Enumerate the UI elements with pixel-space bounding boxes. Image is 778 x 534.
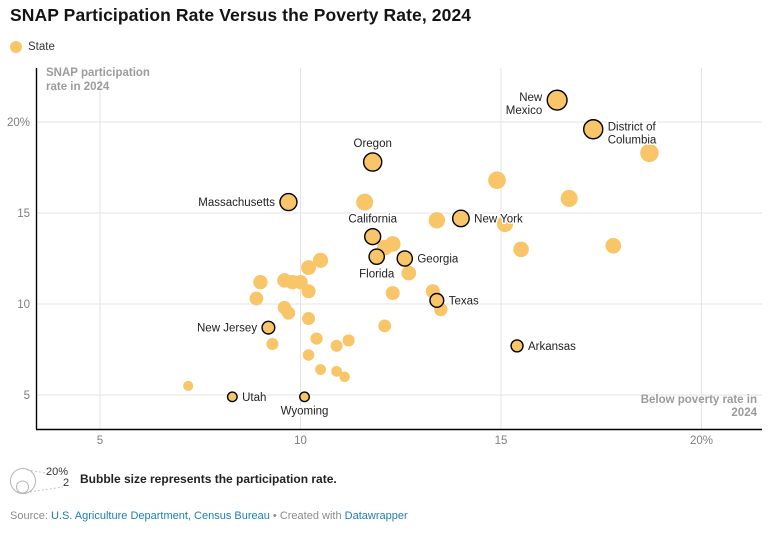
state-label-massachusetts: Massachusetts [198,197,275,209]
state-bubble[interactable] [293,274,308,290]
state-label-arkansas: Arkansas [528,341,576,353]
state-bubble[interactable] [356,193,374,211]
state-bubble[interactable] [560,189,578,207]
state-bubble[interactable] [342,334,355,347]
separator: • [269,510,280,522]
state-bubble[interactable] [640,143,659,163]
state-bubble[interactable] [339,371,350,383]
series-legend-label: State [28,41,55,53]
state-bubble-utah[interactable] [226,391,238,403]
state-bubble[interactable] [253,274,268,290]
state-bubble-new-mexico[interactable] [546,89,568,111]
state-label-texas: Texas [449,295,479,307]
state-bubble-california[interactable] [364,228,382,246]
state-bubble[interactable] [301,312,316,326]
state-bubble-district-of-columbia[interactable] [583,119,604,140]
series-legend: State [10,41,55,53]
state-label-wyoming: Wyoming [281,406,329,418]
state-bubble-texas[interactable] [429,292,445,308]
size-legend-min-label: 2 [63,477,70,489]
size-legend-max-label: 20% [46,466,69,478]
x-axis-title: 2024 [731,407,757,419]
state-bubble-new-jersey[interactable] [261,320,276,335]
state-bubble[interactable] [281,306,296,320]
state-legend-swatch-icon [10,41,22,53]
state-label-oregon: Oregon [354,138,392,150]
y-axis-title: SNAP participation [46,67,150,79]
state-bubble[interactable] [249,291,264,306]
state-bubble-new-york[interactable] [451,209,470,228]
size-legend-note: Bubble size represents the participation… [80,472,337,486]
x-tick-label: 10 [294,435,307,447]
size-legend-min-connector [29,486,64,493]
state-label-new-jersey: New Jersey [197,323,257,335]
state-label-district-of-columbia: District of [608,121,657,133]
y-tick-label: 5 [24,390,30,402]
x-tick-label: 20% [690,435,713,447]
state-bubble[interactable] [183,380,194,391]
state-bubble[interactable] [488,171,506,190]
created-with-text: Created with [279,510,345,522]
bubble-size-legend [10,468,64,494]
state-label-new-mexico: Mexico [506,105,542,117]
state-bubble[interactable] [301,284,316,299]
state-bubble[interactable] [301,260,316,276]
state-bubble[interactable] [266,338,279,351]
state-bubble-massachusetts[interactable] [279,192,298,212]
x-axis-title: Below poverty rate in [641,394,757,406]
state-bubble[interactable] [310,332,323,345]
state-bubble-georgia[interactable] [396,250,414,267]
state-bubble[interactable] [513,241,529,258]
state-label-new-mexico: New [519,92,543,104]
y-axis-title: rate in 2024 [46,81,110,93]
source-line: Source: U.S. Agriculture Department, Cen… [10,510,408,522]
state-bubble-oregon[interactable] [362,152,383,172]
y-tick-label: 15 [17,208,30,220]
state-bubble-florida[interactable] [368,248,386,266]
state-bubble-arkansas[interactable] [510,339,524,353]
state-label-new-york: New York [474,213,523,225]
state-bubble-wyoming[interactable] [299,391,310,403]
state-bubble[interactable] [378,319,392,333]
source-prefix: Source: [10,510,51,522]
state-bubble[interactable] [315,364,326,375]
state-bubble[interactable] [605,237,622,254]
x-tick-label: 15 [495,435,508,447]
size-legend-min-circle-icon [16,480,29,494]
state-bubble[interactable] [385,286,400,301]
state-label-florida: Florida [359,268,395,280]
state-label-georgia: Georgia [417,254,459,266]
state-bubble[interactable] [312,252,329,268]
x-tick-label: 5 [97,435,103,447]
scatter-chart: 5 10 15 20% 5 10 15 20% SNAP participation rate i… [0,55,778,453]
state-bubble[interactable] [330,339,343,352]
size-legend-max-connector [26,469,47,474]
state-label-district-of-columbia: Columbia [608,134,657,146]
y-tick-label: 10 [17,299,30,311]
state-bubble[interactable] [496,215,514,233]
datawrapper-link[interactable]: Datawrapper [344,510,408,522]
y-tick-label: 20% [7,117,30,129]
state-bubble[interactable] [331,365,342,377]
state-bubble[interactable] [401,265,417,281]
state-bubble[interactable] [428,212,446,229]
state-bubble[interactable] [302,349,315,361]
chart-canvas: 5 10 15 20% 5 10 15 20% SNAP participation rate i… [7,67,762,447]
state-label-utah: Utah [242,392,266,404]
state-bubble[interactable] [384,236,401,252]
page-title: SNAP Participation Rate Versus the Pover… [10,5,472,25]
state-label-california: California [348,214,397,226]
source-link[interactable]: U.S. Agriculture Department, Census Bure… [50,510,270,522]
